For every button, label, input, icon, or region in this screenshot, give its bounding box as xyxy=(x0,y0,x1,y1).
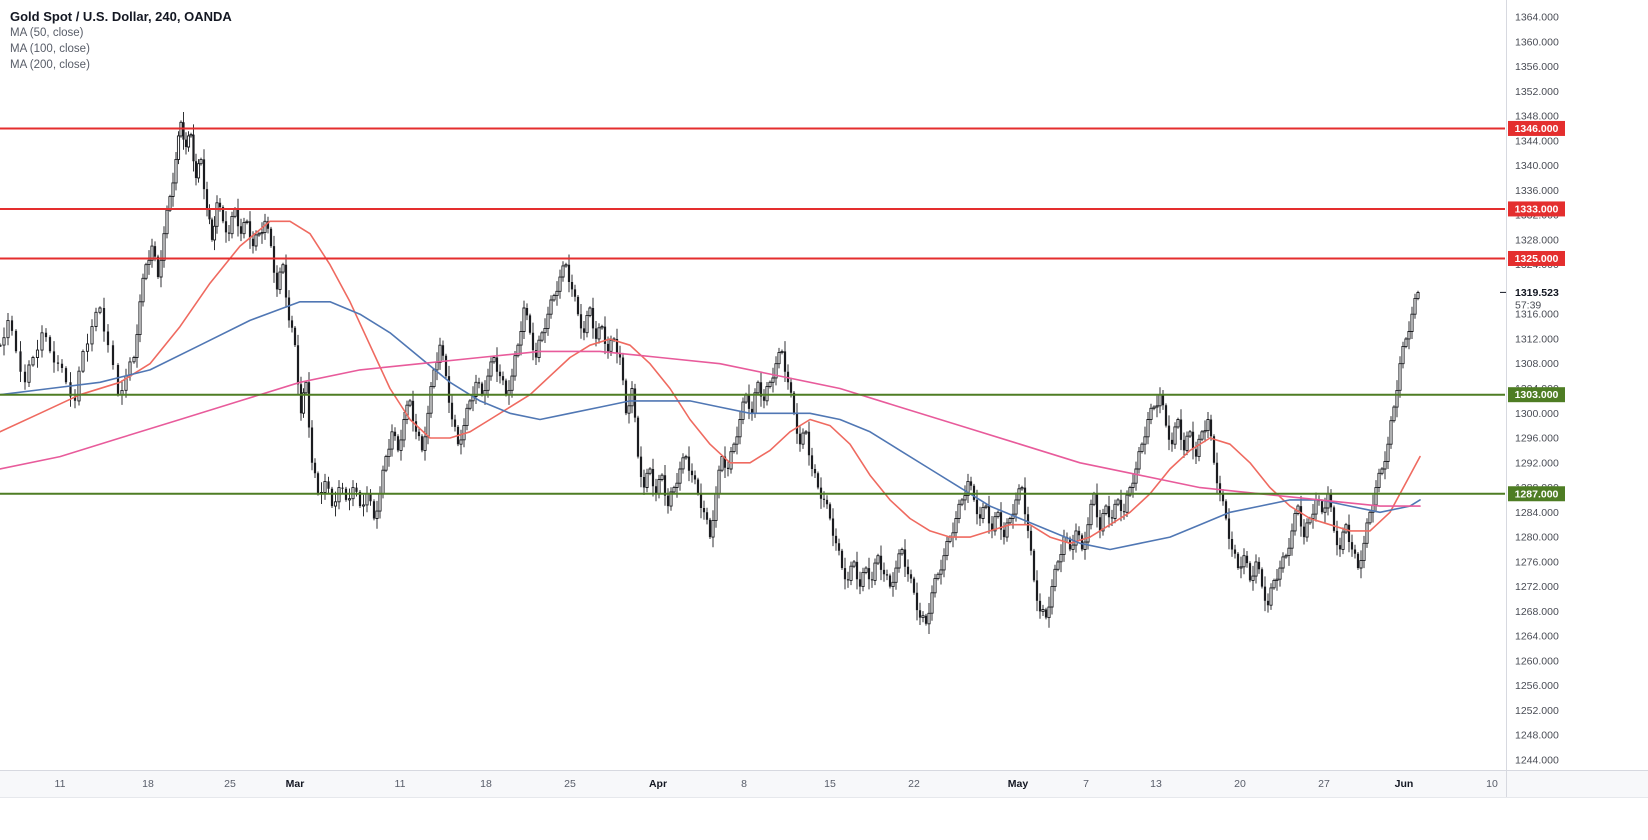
last-price-label: 1319.523 xyxy=(1515,287,1559,299)
price-tick-label[interactable]: 1360.000 xyxy=(1515,36,1559,48)
price-tick-label[interactable]: 1260.000 xyxy=(1515,655,1559,667)
time-tick-label-7[interactable]: 7 xyxy=(1083,778,1089,790)
price-tick-label[interactable]: 1264.000 xyxy=(1515,631,1559,643)
price-tick-label[interactable]: 1312.000 xyxy=(1515,333,1559,345)
price-tick-label[interactable]: 1352.000 xyxy=(1515,86,1559,98)
indicator-ma-50[interactable]: MA (50, close) xyxy=(10,27,84,39)
price-tick-label[interactable]: 1268.000 xyxy=(1515,606,1559,618)
time-tick-label-27[interactable]: 27 xyxy=(1318,778,1330,790)
time-tick-label-Apr[interactable]: Apr xyxy=(649,778,667,790)
level-badge-label: 1333.000 xyxy=(1515,203,1559,215)
price-tick-label[interactable]: 1284.000 xyxy=(1515,507,1559,519)
level-badge-1333.000[interactable] xyxy=(1508,201,1565,217)
price-tick-label[interactable]: 1256.000 xyxy=(1515,680,1559,692)
time-tick-label-25[interactable]: 25 xyxy=(564,778,576,790)
level-badge-1325.000[interactable] xyxy=(1508,250,1565,266)
price-tick-label[interactable]: 1316.000 xyxy=(1515,309,1559,321)
price-tick-label[interactable]: 1356.000 xyxy=(1515,61,1559,73)
time-tick-label-25[interactable]: 25 xyxy=(224,778,236,790)
level-badge-label: 1325.000 xyxy=(1515,253,1559,265)
price-tick-label[interactable]: 1340.000 xyxy=(1515,160,1559,172)
time-tick-label-22[interactable]: 22 xyxy=(908,778,920,790)
time-tick-label-20[interactable]: 20 xyxy=(1234,778,1246,790)
level-badge-1287.000[interactable] xyxy=(1508,486,1565,502)
time-axis-strip xyxy=(0,770,1648,797)
ma-100-line[interactable] xyxy=(0,300,1421,551)
level-badge-label: 1287.000 xyxy=(1515,488,1559,500)
price-tick-label[interactable]: 1292.000 xyxy=(1515,457,1559,469)
price-tick-label[interactable]: 1364.000 xyxy=(1515,12,1559,24)
level-badge-1346.000[interactable] xyxy=(1508,120,1565,136)
time-tick-label-15[interactable]: 15 xyxy=(824,778,836,790)
price-tick-label[interactable]: 1300.000 xyxy=(1515,408,1559,420)
ma-200-line[interactable] xyxy=(0,350,1421,507)
indicator-ma-100[interactable]: MA (100, close) xyxy=(10,43,90,55)
symbol-title[interactable]: Gold Spot / U.S. Dollar, 240, OANDA xyxy=(10,9,232,24)
time-tick-label-Mar[interactable]: Mar xyxy=(286,778,305,790)
price-tick-label[interactable]: 1252.000 xyxy=(1515,705,1559,717)
time-tick-label-18[interactable]: 18 xyxy=(142,778,154,790)
level-badge-1303.000[interactable] xyxy=(1508,387,1565,403)
price-tick-label[interactable]: 1272.000 xyxy=(1515,581,1559,593)
time-tick-label-Jun[interactable]: Jun xyxy=(1395,778,1414,790)
time-tick-label-May[interactable]: May xyxy=(1008,778,1029,790)
countdown-label: 57:39 xyxy=(1515,299,1541,311)
price-tick-label[interactable]: 1248.000 xyxy=(1515,730,1559,742)
price-tick-label[interactable]: 1328.000 xyxy=(1515,234,1559,246)
time-tick-label-10[interactable]: 10 xyxy=(1486,778,1498,790)
time-tick-label-8[interactable]: 8 xyxy=(741,778,747,790)
price-tick-label[interactable]: 1276.000 xyxy=(1515,556,1559,568)
price-tick-label[interactable]: 1296.000 xyxy=(1515,433,1559,445)
last-price-backdrop xyxy=(1508,284,1570,311)
price-tick-label[interactable]: 1308.000 xyxy=(1515,358,1559,370)
indicator-ma-200[interactable]: MA (200, close) xyxy=(10,59,90,71)
price-tick-label[interactable]: 1344.000 xyxy=(1515,135,1559,147)
time-tick-label-11[interactable]: 11 xyxy=(55,778,66,790)
chart-legend: Gold Spot / U.S. Dollar, 240, OANDA MA (… xyxy=(10,8,232,73)
level-badge-label: 1303.000 xyxy=(1515,389,1559,401)
time-tick-label-18[interactable]: 18 xyxy=(480,778,492,790)
ma-50-line[interactable] xyxy=(0,220,1421,545)
time-tick-label-13[interactable]: 13 xyxy=(1150,778,1162,790)
level-badge-label: 1346.000 xyxy=(1515,123,1559,135)
time-tick-label-11[interactable]: 11 xyxy=(395,778,406,790)
price-tick-label[interactable]: 1348.000 xyxy=(1515,111,1559,123)
price-tick-label[interactable]: 1280.000 xyxy=(1515,532,1559,544)
price-tick-label[interactable]: 1336.000 xyxy=(1515,185,1559,197)
price-tick-label[interactable]: 1244.000 xyxy=(1515,755,1559,767)
